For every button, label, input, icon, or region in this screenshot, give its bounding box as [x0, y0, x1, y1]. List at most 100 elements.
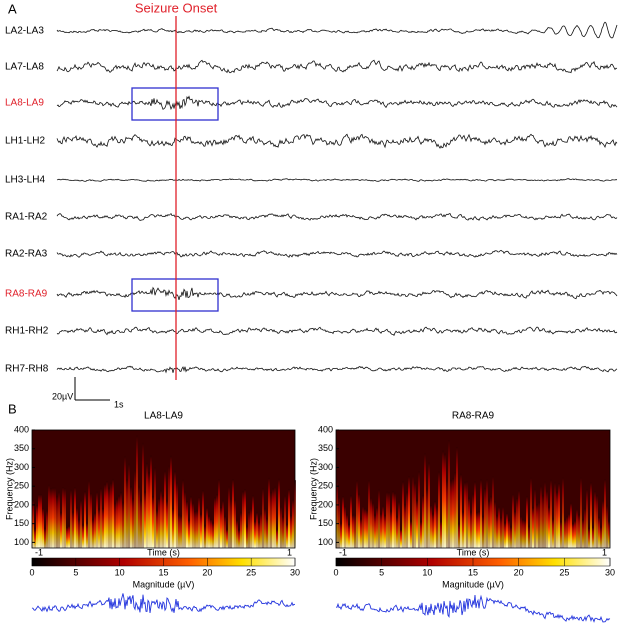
y-axis-label: Frequency (Hz) — [4, 458, 14, 520]
spectrogram-column — [600, 526, 602, 548]
spectrogram-column — [480, 479, 482, 548]
channel-label: LH1-LH2 — [5, 136, 45, 147]
spectrogram-column — [372, 502, 374, 548]
spectrogram-column — [40, 494, 42, 548]
x-axis-label: Time (s) — [457, 547, 490, 557]
spectrogram-column — [534, 488, 536, 548]
spectrogram-column — [286, 524, 288, 548]
y-axis-label: Frequency (Hz) — [308, 458, 318, 520]
spectrogram-column — [184, 491, 186, 548]
spectrogram-column — [388, 492, 390, 548]
spectrogram-column — [502, 506, 504, 548]
spectrogram-column — [458, 523, 460, 548]
signal-trace — [336, 594, 611, 623]
spectrogram-column — [282, 516, 284, 548]
spectrogram-column — [226, 529, 228, 548]
spectrogram-column — [124, 456, 126, 548]
spectrogram-column — [202, 490, 204, 548]
spectrogram-column — [278, 478, 280, 548]
spectrogram-column — [342, 496, 344, 548]
spectrogram-column — [252, 495, 254, 548]
spectrogram-column — [196, 510, 198, 548]
spectrogram-column — [490, 496, 492, 548]
channel-label: LA2-LA3 — [5, 26, 44, 37]
spectrogram-column — [80, 500, 82, 548]
spectrogram-column — [572, 523, 574, 548]
channel-label: RA2-RA3 — [5, 249, 48, 260]
spectrogram-column — [448, 439, 450, 548]
spectrogram-column — [362, 505, 364, 548]
spectrogram-column — [386, 491, 388, 548]
spectrogram-column — [488, 500, 490, 548]
spectrogram-column — [178, 514, 180, 548]
spectrogram-column — [584, 508, 586, 548]
spectrogram-column — [54, 487, 56, 548]
spectrogram-column — [38, 493, 40, 548]
spectrogram-column — [212, 522, 214, 548]
spectrogram-column — [370, 497, 372, 548]
spectrogram-column — [288, 488, 290, 548]
spectrogram-column — [460, 473, 462, 548]
spectrogram-column — [506, 513, 508, 548]
spectrogram-column — [140, 499, 142, 548]
spectrogram-column — [134, 470, 136, 548]
spectrogram-column — [456, 447, 458, 548]
spectrogram-column — [536, 504, 538, 548]
spectrogram-column — [408, 476, 410, 548]
spectrogram-column — [530, 477, 532, 548]
spectrogram-column — [260, 513, 262, 548]
spectrogram-column — [142, 442, 144, 548]
spectrogram-column — [462, 511, 464, 548]
y-tick-label: 200 — [14, 499, 29, 509]
spectrogram-column — [192, 502, 194, 548]
spectrogram-column — [84, 491, 86, 548]
spectrogram-column — [392, 491, 394, 548]
spectrogram-column — [412, 475, 414, 548]
spectrogram-column — [136, 435, 138, 548]
spectrogram-column — [504, 522, 506, 548]
spectrogram-column — [272, 488, 274, 548]
spectrogram-column — [546, 490, 548, 548]
spectrogram-column — [58, 491, 60, 548]
spectrogram-column — [376, 507, 378, 548]
spectrogram-column — [558, 482, 560, 548]
spectrogram-column — [452, 478, 454, 548]
spectrogram-column — [478, 511, 480, 548]
spectrogram-column — [190, 496, 192, 548]
spectrogram-column — [290, 515, 292, 548]
spectrogram-column — [82, 524, 84, 548]
spectrogram-column — [64, 488, 66, 548]
spectrogram-column — [122, 502, 124, 548]
panel-label: B — [8, 401, 17, 416]
spectrogram-column — [346, 514, 348, 548]
spectrogram-column — [494, 501, 496, 548]
spectrogram-column — [248, 512, 250, 548]
spectrogram-column — [574, 520, 576, 548]
y-tick-label: 250 — [14, 481, 29, 491]
eeg-trace — [56, 133, 618, 149]
spectrogram-column — [344, 506, 346, 548]
spectrogram-column — [526, 496, 528, 548]
spectrogram-column — [564, 519, 566, 548]
spectrogram-column — [78, 519, 80, 548]
spectrogram-column — [50, 488, 52, 548]
spectrogram-column — [228, 486, 230, 548]
spectrogram-column — [554, 482, 556, 548]
spectrogram-column — [214, 497, 216, 548]
eeg-trace — [56, 326, 618, 336]
spectrogram-column — [390, 510, 392, 548]
spectrogram-column — [518, 490, 520, 548]
spectrogram-column — [152, 496, 154, 548]
spectrogram-column — [360, 518, 362, 548]
spectrogram-column — [200, 513, 202, 548]
spectrogram-column — [240, 512, 242, 548]
spectrogram-column — [550, 479, 552, 548]
spectrogram-column — [568, 513, 570, 548]
spectrogram-column — [292, 499, 294, 548]
spectrogram-column — [120, 492, 122, 548]
spectrogram-column — [266, 518, 268, 548]
spectrogram-column — [194, 511, 196, 548]
spectrogram-column — [450, 479, 452, 548]
spectrogram-column — [216, 494, 218, 548]
spectrogram-column — [466, 481, 468, 548]
